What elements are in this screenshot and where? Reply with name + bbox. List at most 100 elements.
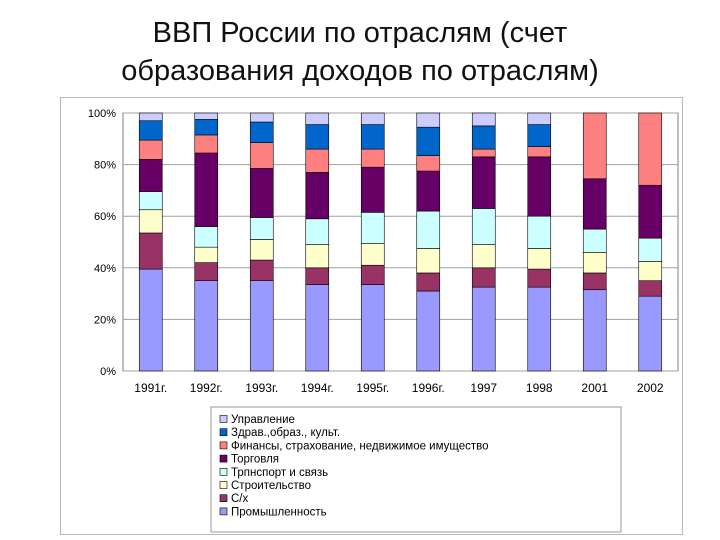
bar-segment bbox=[416, 290, 441, 372]
bar-segment bbox=[527, 124, 552, 147]
bar-segment bbox=[416, 170, 441, 212]
bar-segment bbox=[194, 262, 219, 281]
bar-segment bbox=[305, 124, 330, 150]
bar-segment bbox=[471, 112, 496, 127]
bar-segment bbox=[360, 124, 385, 150]
bar-segment bbox=[305, 267, 330, 285]
legend-entry: Промышленность bbox=[231, 506, 327, 518]
x-category-label: 2002 bbox=[637, 381, 664, 395]
bar-segment bbox=[638, 295, 663, 372]
bar-segment bbox=[527, 112, 552, 125]
bar-segment bbox=[249, 142, 274, 169]
bar-segment bbox=[471, 286, 496, 372]
bar-segment bbox=[138, 209, 163, 234]
bar-segment bbox=[138, 139, 163, 160]
bar-segment bbox=[471, 148, 496, 158]
bar-segment bbox=[416, 155, 441, 172]
bar-segment bbox=[582, 289, 607, 372]
y-tick-label: 20% bbox=[94, 314, 116, 326]
bar-segment bbox=[305, 284, 330, 372]
bar-segment bbox=[194, 119, 219, 136]
bar-segment bbox=[305, 172, 330, 220]
bar-segment bbox=[527, 146, 552, 158]
legend-entry: Финансы, страхование, недвижимое имущест… bbox=[231, 440, 489, 452]
bar-segment bbox=[138, 191, 163, 211]
legend-swatch bbox=[219, 507, 228, 516]
bar-segment bbox=[471, 208, 496, 245]
bar-segment bbox=[138, 268, 163, 372]
bar-segment bbox=[305, 244, 330, 269]
bar-segment bbox=[360, 264, 385, 285]
bar-segment bbox=[305, 218, 330, 245]
bar-segment bbox=[138, 112, 163, 122]
bar-segment bbox=[416, 112, 441, 128]
bar-segment bbox=[527, 248, 552, 270]
bar-segment bbox=[471, 244, 496, 269]
bar-segment bbox=[582, 228, 607, 253]
bar-segment bbox=[194, 280, 219, 372]
bar-segment bbox=[416, 210, 441, 249]
bar-segment bbox=[194, 226, 219, 248]
bar-segment bbox=[360, 148, 385, 168]
bar-segment bbox=[194, 112, 219, 120]
bar-segment bbox=[527, 268, 552, 288]
y-tick-label: 0% bbox=[100, 366, 116, 378]
bar-segment bbox=[249, 259, 274, 281]
bar-segment bbox=[582, 178, 607, 230]
x-category-label: 2001 bbox=[581, 381, 608, 395]
bar-segment bbox=[249, 121, 274, 143]
bar-segment bbox=[360, 212, 385, 244]
bar-segment bbox=[638, 261, 663, 282]
slide-title: ВВП России по отраслям (счет образования… bbox=[0, 14, 720, 90]
bar-segment bbox=[582, 272, 607, 291]
x-category-label: 1992г. bbox=[190, 381, 223, 395]
legend-swatch bbox=[219, 481, 228, 489]
y-tick-label: 100% bbox=[88, 108, 116, 120]
legend-entry: Торговля bbox=[231, 454, 279, 466]
bar-segment bbox=[194, 134, 219, 154]
stacked-bar-chart: 0% 20% 40% 60% 80% 100% 1991г. 1992г. 1993г. 1994… bbox=[88, 108, 679, 533]
bar-segment bbox=[638, 280, 663, 297]
bar-segment bbox=[194, 152, 219, 227]
bar-segment bbox=[138, 159, 163, 192]
x-category-label: 1991г. bbox=[134, 381, 167, 395]
bar-segment bbox=[638, 112, 663, 186]
bar-segment bbox=[138, 120, 163, 141]
legend-swatch bbox=[219, 454, 228, 463]
legend-box bbox=[210, 406, 622, 533]
legend-swatch bbox=[219, 467, 228, 476]
x-category-label: 1993г. bbox=[245, 381, 278, 395]
bar-segment bbox=[194, 246, 219, 263]
legend-entry: Строительство bbox=[231, 480, 311, 492]
bar-segment bbox=[249, 168, 274, 218]
legend-swatch bbox=[219, 494, 228, 503]
x-category-label: 1995г. bbox=[356, 381, 389, 395]
bar-segment bbox=[249, 217, 274, 240]
bar-segment bbox=[416, 126, 441, 156]
x-category-label: 1996г. bbox=[412, 381, 445, 395]
bar-segment bbox=[471, 267, 496, 288]
bar-segment bbox=[249, 280, 274, 372]
legend-entry: Здрав.,образ., культ. bbox=[231, 427, 340, 439]
legend-entry: С/х bbox=[231, 493, 249, 505]
bar-segment bbox=[582, 252, 607, 274]
bar-segment bbox=[305, 112, 330, 125]
chart-frame: 0% 20% 40% 60% 80% 100% 1991г. 1992г. 1993г. 1994… bbox=[60, 97, 683, 535]
y-tick-label: 60% bbox=[94, 211, 116, 223]
bar-segment bbox=[305, 148, 330, 173]
legend-entry: Трпнспорт и связь bbox=[231, 467, 328, 479]
bar-segment bbox=[360, 284, 385, 372]
y-tick-label: 80% bbox=[94, 160, 116, 172]
bar-segment bbox=[471, 156, 496, 209]
bar-segment bbox=[360, 166, 385, 213]
legend-swatch bbox=[219, 441, 228, 450]
title-line-2: образования доходов по отраслям) bbox=[121, 55, 599, 87]
bar-segment bbox=[360, 242, 385, 266]
legend-entry: Управление bbox=[231, 414, 295, 426]
bar-segment bbox=[416, 248, 441, 274]
title-line-1: ВВП России по отраслям (счет bbox=[152, 17, 568, 49]
bar-segment bbox=[249, 112, 274, 123]
bar-segment bbox=[638, 184, 663, 239]
bar-segment bbox=[416, 272, 441, 292]
x-category-label: 1998 bbox=[526, 381, 553, 395]
